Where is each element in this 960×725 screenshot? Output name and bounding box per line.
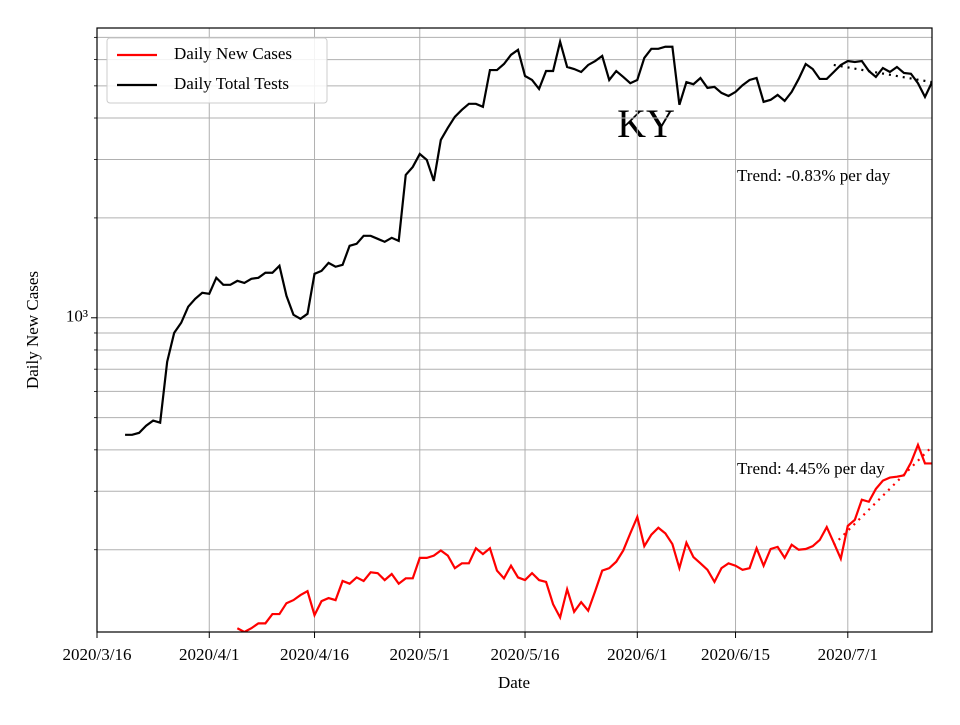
y-tick-label: 10³ [66,307,88,326]
x-tick-label: 2020/5/1 [390,645,450,664]
trend-line [833,63,932,84]
x-tick-label: 2020/6/1 [607,645,667,664]
x-tick-label: 2020/7/1 [818,645,878,664]
y-axis-label: Daily New Cases [23,271,42,389]
chart-title: KY [617,101,675,146]
legend-label: Daily New Cases [174,44,292,63]
x-tick-label: 2020/6/15 [701,645,770,664]
x-tick-label: 2020/4/16 [280,645,349,664]
legend-label: Daily Total Tests [174,74,289,93]
legend-box [106,37,328,104]
plot-frame [96,27,933,633]
annotation: Trend: 4.45% per day [737,459,885,478]
x-tick-label: 2020/3/16 [63,645,132,664]
x-tick-label: 2020/4/1 [179,645,239,664]
x-axis-label: Date [498,673,530,692]
data-line [236,441,932,632]
data-line [125,37,932,436]
annotation: Trend: -0.83% per day [737,166,891,185]
x-tick-label: 2020/5/16 [491,645,560,664]
